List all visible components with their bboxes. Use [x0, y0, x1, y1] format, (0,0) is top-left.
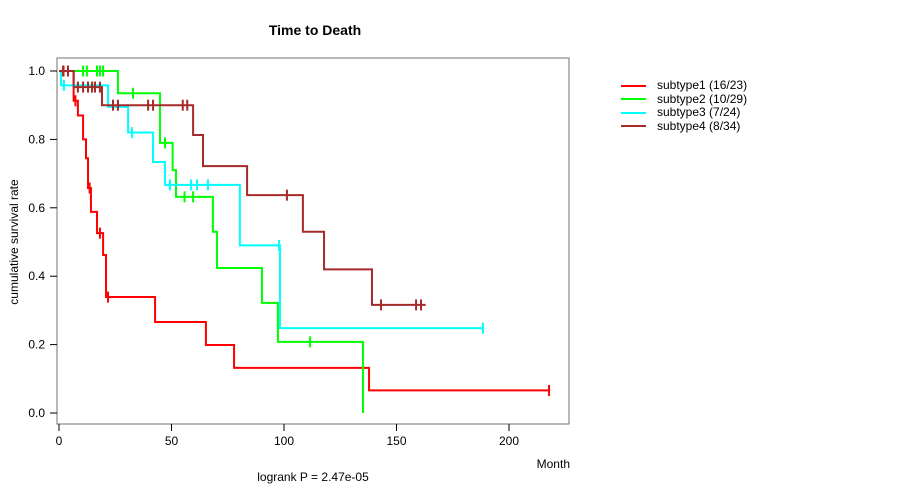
y-tick-label: 0.8: [28, 132, 45, 146]
legend-label-subtype3: subtype3 (7/24): [657, 105, 741, 119]
legend-line-swatch-subtype2: [621, 98, 646, 101]
legend: subtype1 (16/23) subtype2 (10/29) subtype3…: [621, 78, 748, 134]
legend-item-subtype1: subtype1 (16/23): [621, 78, 748, 93]
y-tick-label: 0.2: [28, 338, 45, 352]
legend-item-subtype4: subtype4 (8/34): [621, 118, 747, 134]
survival-curve-subtype3: [59, 70, 483, 330]
legend-line-swatch-subtype4: [621, 125, 646, 128]
x-tick-label: 50: [165, 434, 179, 448]
x-tick-label: 0: [56, 434, 63, 448]
logrank-pvalue-annotation: logrank P = 2.47e-05: [257, 470, 369, 484]
x-axis-label: Month: [536, 457, 570, 471]
survival-curve-subtype2: [59, 70, 364, 413]
x-tick-label: 150: [386, 434, 406, 448]
legend-label-subtype2: subtype2 (10/29): [657, 91, 748, 106]
plot-border-box: [56, 57, 570, 425]
survival-curve-subtype1: [59, 70, 550, 392]
legend-label-subtype1: subtype1 (16/23): [657, 78, 748, 92]
survival-curve-subtype4: [59, 70, 426, 306]
y-tick-label: 0.4: [28, 269, 45, 283]
chart-title: Time to Death: [268, 22, 362, 38]
y-tick-label: 0.0: [28, 406, 45, 420]
y-axis-label: cumulative survival rate: [7, 179, 21, 305]
legend-label-subtype4: subtype4 (8/34): [657, 118, 741, 133]
y-tick-label: 1.0: [28, 64, 45, 78]
x-tick-label: 100: [274, 434, 294, 448]
legend-line-swatch-subtype1: [621, 84, 646, 87]
legend-item-subtype2: subtype2 (10/29): [621, 91, 748, 107]
y-tick-label: 0.6: [28, 201, 45, 215]
x-tick-label: 200: [499, 434, 519, 448]
legend-item-subtype3: subtype3 (7/24): [621, 105, 747, 120]
legend-line-swatch-subtype3: [621, 111, 646, 114]
